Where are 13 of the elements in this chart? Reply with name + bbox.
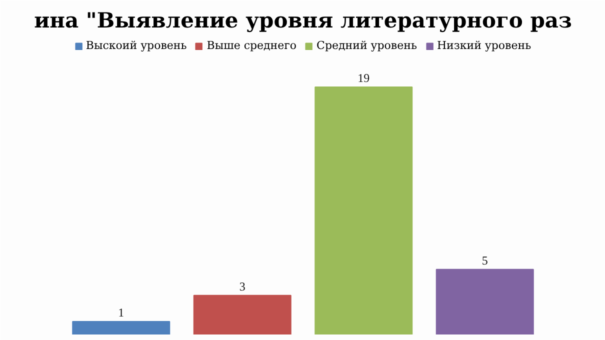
legend-label: Выше среднего — [206, 39, 297, 52]
chart-title: ина "Выявление уровня литературного раз — [34, 8, 572, 32]
bar — [436, 268, 534, 334]
data-label: 19 — [358, 71, 370, 85]
data-label: 5 — [482, 253, 488, 268]
legend-label: Средний уровень — [316, 39, 417, 52]
data-label: 1 — [118, 305, 124, 320]
legend-label: Низкий уровень — [436, 39, 532, 52]
bar — [314, 86, 413, 334]
bar — [72, 320, 170, 334]
data-label: 3 — [239, 279, 246, 294]
legend-label: Выскоий уровень — [86, 39, 187, 52]
bar — [193, 294, 292, 334]
